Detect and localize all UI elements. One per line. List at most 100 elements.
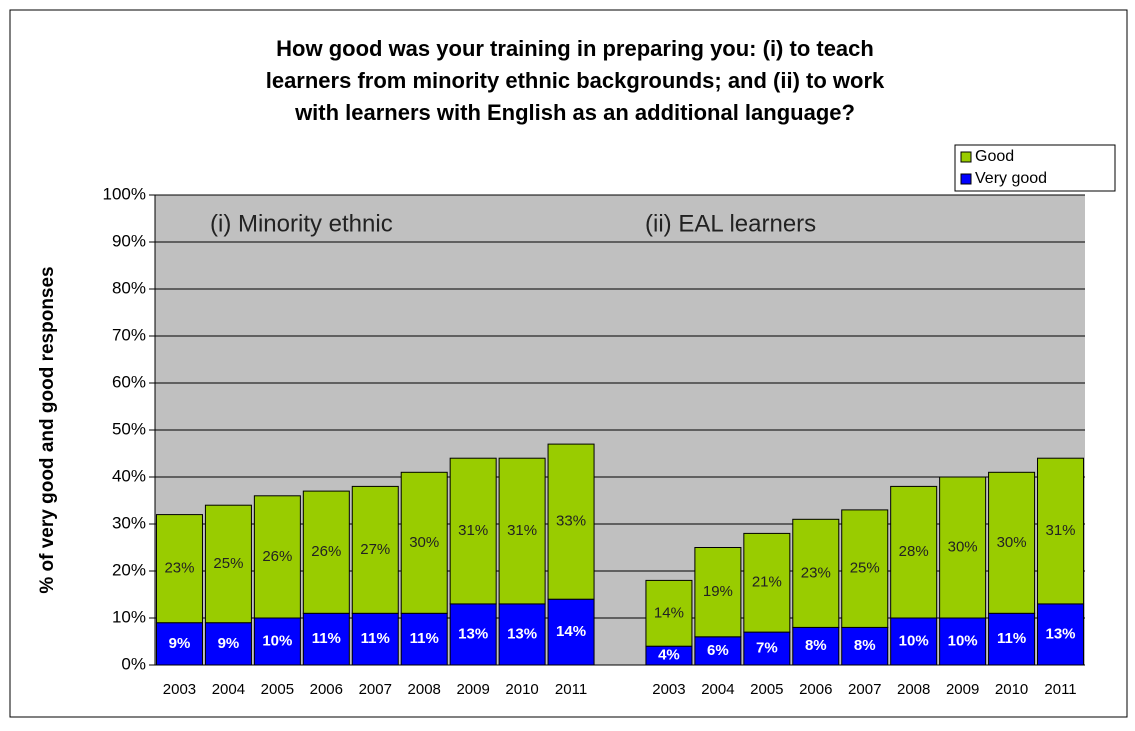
- data-label: 14%: [654, 604, 684, 621]
- y-tick-label: 90%: [112, 231, 146, 250]
- y-tick-label: 20%: [112, 560, 146, 579]
- bar-segment: [498, 457, 546, 605]
- bar-segment: [547, 443, 595, 600]
- y-tick-label: 40%: [112, 466, 146, 485]
- data-label: 10%: [899, 632, 929, 649]
- x-tick-label: 2004: [701, 681, 734, 698]
- x-tick-label: 2009: [946, 681, 979, 698]
- bar-segment: [792, 626, 840, 666]
- data-label: 26%: [262, 548, 292, 565]
- x-tick-label: 2003: [163, 681, 196, 698]
- bar-segment: [204, 504, 252, 624]
- data-label: 7%: [756, 640, 778, 657]
- data-label: 28%: [899, 543, 929, 560]
- bar-segment: [400, 471, 448, 614]
- x-tick-label: 2005: [750, 681, 783, 698]
- data-label: 25%: [850, 560, 880, 577]
- bar-segment: [645, 579, 693, 647]
- bar-segment: [939, 617, 987, 666]
- data-label: 9%: [169, 635, 191, 652]
- x-tick-label: 2010: [505, 681, 538, 698]
- x-tick-label: 2005: [261, 681, 294, 698]
- x-tick-label: 2009: [456, 681, 489, 698]
- data-label: 27%: [360, 541, 390, 558]
- data-label: 30%: [409, 534, 439, 551]
- data-label: 19%: [703, 583, 733, 600]
- legend-label: Very good: [975, 170, 1047, 187]
- data-label: 8%: [805, 637, 827, 654]
- legend-box: [954, 144, 1116, 192]
- x-tick-label: 2008: [897, 681, 930, 698]
- y-tick-label: 70%: [112, 325, 146, 344]
- x-tick-label: 2006: [310, 681, 343, 698]
- bar-segment: [449, 603, 497, 666]
- bar-segment: [204, 622, 252, 666]
- data-label: 11%: [361, 630, 390, 647]
- chart-title: How good was your training in preparing …: [276, 36, 874, 61]
- bar-segment: [743, 532, 791, 633]
- data-label: 26%: [311, 543, 341, 560]
- data-label: 31%: [1046, 522, 1076, 539]
- x-tick-label: 2011: [1044, 681, 1076, 698]
- y-tick-label: 100%: [103, 184, 146, 203]
- bar-segment: [694, 636, 742, 666]
- bar-segment: [939, 476, 987, 619]
- bar-segment: [1037, 603, 1085, 666]
- bar-segment: [890, 485, 938, 619]
- data-label: 13%: [507, 625, 537, 642]
- data-label: 30%: [948, 538, 978, 555]
- data-label: 13%: [458, 625, 488, 642]
- y-axis-label: % of very good and good responses: [37, 266, 58, 593]
- legend-swatch: [960, 173, 972, 185]
- y-tick-label: 80%: [112, 278, 146, 297]
- data-label: 9%: [218, 635, 240, 652]
- data-label: 33%: [556, 513, 586, 530]
- data-label: 23%: [164, 560, 194, 577]
- y-tick-label: 30%: [112, 513, 146, 532]
- data-label: 10%: [262, 632, 292, 649]
- data-label: 14%: [556, 623, 586, 640]
- bar-segment: [988, 471, 1036, 614]
- bar-segment: [351, 485, 399, 614]
- data-label: 25%: [213, 555, 243, 572]
- bar-segment: [498, 603, 546, 666]
- bar-segment: [302, 490, 350, 614]
- data-label: 31%: [507, 522, 537, 539]
- group-label: (i) Minority ethnic: [210, 210, 393, 237]
- data-label: 21%: [752, 574, 782, 591]
- bar-segment: [449, 457, 497, 605]
- bar-segment: [841, 509, 889, 628]
- data-label: 11%: [312, 630, 341, 647]
- group-label: (ii) EAL learners: [645, 210, 816, 237]
- x-tick-label: 2003: [652, 681, 685, 698]
- chart-title: with learners with English as an additio…: [294, 100, 855, 125]
- legend-swatch: [960, 151, 972, 163]
- bar-segment: [302, 612, 350, 666]
- x-tick-label: 2011: [555, 681, 587, 698]
- x-tick-label: 2007: [359, 681, 392, 698]
- data-label: 8%: [854, 637, 876, 654]
- x-tick-label: 2008: [408, 681, 441, 698]
- chart-title: learners from minority ethnic background…: [266, 68, 885, 93]
- data-label: 11%: [410, 630, 439, 647]
- x-tick-label: 2007: [848, 681, 881, 698]
- bar-segment: [1037, 457, 1085, 605]
- data-label: 30%: [997, 534, 1027, 551]
- bar-segment: [841, 626, 889, 666]
- data-label: 31%: [458, 522, 488, 539]
- bar-segment: [792, 518, 840, 628]
- bar-segment: [155, 514, 203, 624]
- y-tick-label: 0%: [121, 654, 146, 673]
- bar-segment: [694, 547, 742, 638]
- data-label: 23%: [801, 564, 831, 581]
- data-label: 10%: [948, 632, 978, 649]
- legend-label: Good: [975, 148, 1014, 165]
- bar-segment: [253, 495, 301, 619]
- data-label: 4%: [658, 647, 680, 664]
- data-label: 13%: [1046, 625, 1076, 642]
- data-label: 11%: [997, 630, 1026, 647]
- data-label: 6%: [707, 642, 729, 659]
- y-tick-label: 10%: [112, 607, 146, 626]
- x-tick-label: 2004: [212, 681, 245, 698]
- y-tick-label: 50%: [112, 419, 146, 438]
